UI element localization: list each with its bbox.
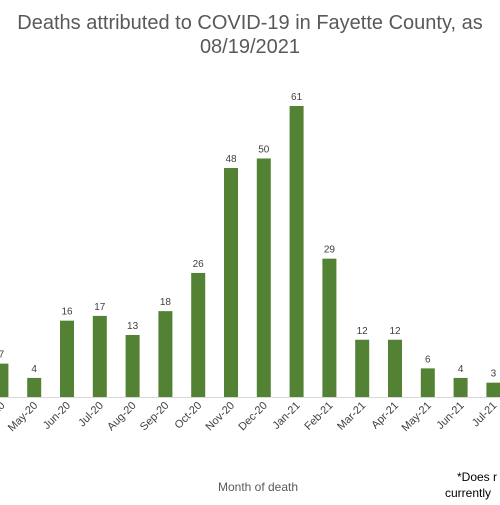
category-label-apr-21: Apr-21 bbox=[369, 400, 401, 432]
bar-sep-20 bbox=[158, 311, 173, 397]
category-label-may-21: May-21 bbox=[399, 400, 433, 434]
value-label-dec-20: 50 bbox=[258, 144, 270, 155]
value-label-jun-20: 16 bbox=[61, 307, 73, 318]
category-label-dec-20: Dec-20 bbox=[236, 400, 270, 434]
chart-title-line2: 08/19/2021 bbox=[200, 36, 300, 58]
bar-apr-21 bbox=[388, 339, 402, 397]
category-label-jun-20: Jun-20 bbox=[41, 400, 73, 432]
value-label-jan-21: 61 bbox=[291, 92, 303, 103]
footnote-line2: currently bbox=[445, 486, 491, 500]
bar-jan-21 bbox=[289, 106, 304, 397]
value-label-apr-21: 12 bbox=[389, 326, 401, 337]
category-label-oct-20: Oct-20 bbox=[172, 400, 204, 432]
bar-jul-20 bbox=[92, 315, 107, 397]
footnote-line1: *Does r bbox=[457, 470, 497, 484]
bar-oct-20 bbox=[191, 272, 206, 397]
value-label-may-20: 4 bbox=[31, 364, 37, 375]
chart-title-line1: Deaths attributed to COVID-19 in Fayette… bbox=[17, 12, 482, 34]
bar-apr-20 bbox=[0, 363, 9, 397]
bar-nov-20 bbox=[224, 168, 238, 397]
value-label-nov-20: 48 bbox=[225, 154, 237, 165]
category-label-jul-21: Jul-21 bbox=[470, 400, 500, 430]
value-label-aug-20: 13 bbox=[127, 321, 139, 332]
category-label-nov-20: Nov-20 bbox=[204, 400, 238, 434]
category-label-mar-21: Mar-21 bbox=[335, 400, 368, 433]
value-label-jun-21: 4 bbox=[458, 364, 464, 375]
bar-jun-21 bbox=[453, 377, 468, 397]
bar-aug-20 bbox=[125, 334, 140, 397]
value-label-feb-21: 29 bbox=[324, 245, 336, 256]
category-label-sep-20: Sep-20 bbox=[138, 400, 172, 434]
category-label-feb-21: Feb-21 bbox=[302, 400, 335, 433]
value-label-may-21: 6 bbox=[425, 354, 431, 365]
value-label-mar-21: 12 bbox=[357, 326, 369, 337]
bar-feb-21 bbox=[322, 258, 337, 397]
bar-may-20 bbox=[27, 377, 42, 397]
bar-jul-21 bbox=[486, 382, 500, 397]
bar-mar-21 bbox=[355, 339, 370, 397]
bar-may-21 bbox=[420, 368, 435, 397]
bars-group bbox=[0, 106, 500, 397]
value-label-jul-21: 3 bbox=[491, 369, 497, 380]
category-label-jun-21: Jun-21 bbox=[434, 400, 466, 432]
bar-dec-20 bbox=[256, 158, 271, 397]
value-label-apr-20: 7 bbox=[0, 350, 5, 361]
value-label-jul-20: 17 bbox=[94, 302, 106, 313]
category-label-aug-20: Aug-20 bbox=[105, 400, 139, 434]
bar-jun-20 bbox=[60, 320, 74, 397]
category-label-may-20: May-20 bbox=[6, 400, 40, 434]
value-label-oct-20: 26 bbox=[193, 259, 205, 270]
category-label-jan-21: Jan-21 bbox=[270, 400, 302, 432]
category-label-jul-20: Jul-20 bbox=[76, 400, 106, 430]
value-label-sep-20: 18 bbox=[160, 297, 172, 308]
x-axis-label: Month of death bbox=[218, 480, 298, 494]
